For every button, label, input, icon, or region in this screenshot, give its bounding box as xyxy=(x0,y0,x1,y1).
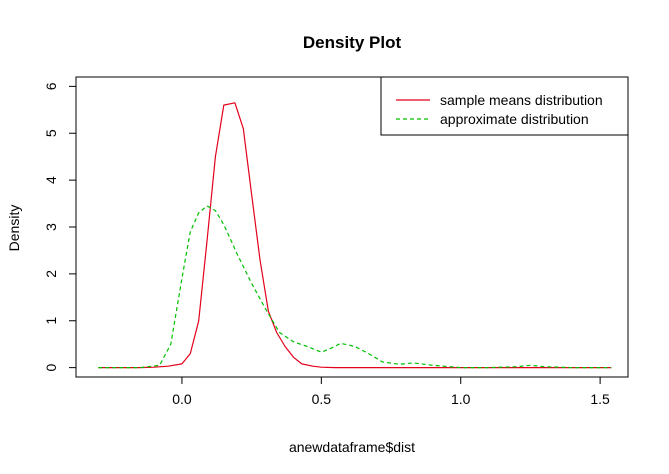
legend-label-approximate: approximate distribution xyxy=(440,111,589,127)
y-tick-label: 3 xyxy=(43,223,59,231)
y-tick-label: 2 xyxy=(43,270,59,278)
y-tick-label: 4 xyxy=(43,176,59,184)
x-tick-label: 1.5 xyxy=(590,391,610,407)
y-tick-label: 5 xyxy=(43,129,59,137)
x-tick-label: 1.0 xyxy=(451,391,471,407)
legend-box xyxy=(380,76,629,136)
y-tick-label: 6 xyxy=(43,82,59,90)
chart-title: Density Plot xyxy=(303,33,402,52)
legend-label-sample-means: sample means distribution xyxy=(440,92,603,108)
series-layer xyxy=(98,102,612,369)
sample-means-line xyxy=(98,102,612,369)
approximate-line xyxy=(98,205,612,369)
y-tick-label: 1 xyxy=(43,317,59,325)
x-axis: 0.0 0.5 1.0 1.5 xyxy=(172,376,610,407)
y-axis: 0 1 2 3 4 5 6 xyxy=(43,82,77,372)
x-axis-label: anewdataframe$dist xyxy=(289,439,415,455)
y-axis-label: Density xyxy=(6,205,22,252)
x-tick-label: 0.5 xyxy=(312,391,332,407)
legend: sample means distribution approximate di… xyxy=(380,76,629,136)
y-tick-label: 0 xyxy=(43,364,59,372)
x-tick-label: 0.0 xyxy=(172,391,192,407)
